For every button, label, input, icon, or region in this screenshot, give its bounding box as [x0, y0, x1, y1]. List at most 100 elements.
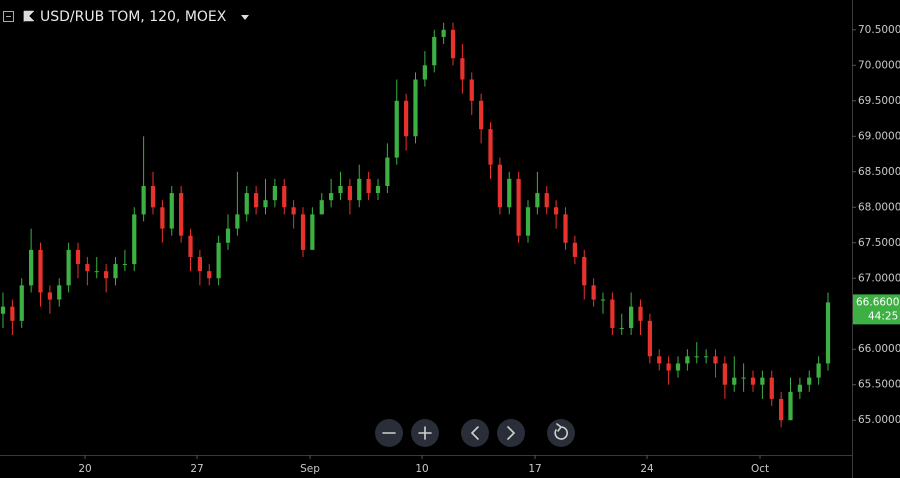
candle-body	[600, 299, 606, 301]
candle-body	[779, 398, 784, 421]
candle-body	[825, 302, 831, 364]
candle-body	[807, 377, 812, 385]
candle-body	[347, 185, 352, 201]
candle-body	[469, 79, 474, 101]
candle-body	[638, 306, 643, 321]
scroll-right-icon	[507, 426, 516, 440]
candle-body	[38, 249, 43, 293]
candle-body	[797, 384, 802, 392]
candle-body	[169, 193, 174, 229]
candle-body	[132, 214, 137, 265]
candle-body	[225, 228, 231, 243]
y-tick-label: 67.5000	[858, 237, 900, 249]
candle-body	[29, 249, 34, 286]
y-tick-label: 65.0000	[858, 414, 900, 426]
candle-body	[694, 356, 699, 358]
x-tick-label: 20	[78, 463, 91, 475]
candle-body	[394, 100, 399, 158]
candle-body	[488, 129, 493, 165]
y-tick-label: 70.5000	[858, 24, 900, 36]
candle-body	[113, 264, 118, 279]
flag-icon	[23, 10, 35, 22]
y-tick-label: 68.0000	[858, 201, 900, 213]
candle-body	[525, 207, 531, 236]
candle-body	[610, 299, 615, 328]
candle-body	[141, 185, 146, 215]
candle-body	[375, 185, 381, 194]
candle-body	[188, 235, 193, 257]
candle-body	[741, 377, 746, 379]
candle-body	[272, 185, 277, 201]
candle-body	[685, 356, 690, 364]
candle-body	[57, 285, 62, 300]
candle-body	[66, 249, 71, 286]
candle-body	[422, 65, 427, 80]
candle-body	[432, 36, 437, 66]
candle-body	[207, 271, 212, 279]
candle-body	[732, 377, 737, 385]
candle-body	[479, 100, 484, 130]
y-tick-label: 66.0000	[858, 343, 900, 355]
candle-body	[619, 327, 624, 329]
candle-body	[722, 363, 727, 385]
candle-body	[497, 164, 502, 208]
collapse-button[interactable]	[3, 11, 14, 22]
candle-body	[404, 100, 409, 137]
x-tick-label: 17	[528, 463, 541, 475]
candle-body	[675, 363, 681, 371]
candle-body	[666, 363, 671, 371]
candle-body	[582, 256, 587, 286]
candle-body	[413, 79, 418, 137]
navigation-buttons	[375, 419, 575, 447]
chart-title: USD/RUB TOM, 120, MOEX	[40, 9, 227, 25]
candle-body	[75, 249, 81, 265]
x-tick-label: 27	[190, 463, 203, 475]
candle-body	[160, 207, 165, 229]
x-tick-label: 10	[415, 463, 428, 475]
y-tick-label: 69.0000	[858, 130, 900, 142]
candle-body	[544, 193, 549, 208]
x-tick-label: 24	[640, 463, 654, 475]
title-dropdown[interactable]	[241, 15, 249, 20]
candle-body	[150, 185, 156, 208]
candle-body	[216, 242, 221, 279]
scroll-right-button[interactable]	[497, 419, 525, 447]
candle-body	[263, 200, 268, 208]
candle-body	[647, 320, 652, 357]
candle-body	[10, 306, 15, 321]
candle-body	[760, 377, 765, 385]
candle-body	[788, 391, 793, 421]
candle-body	[0, 306, 6, 314]
last-price-label: 66.6600	[856, 296, 899, 308]
candle-body	[329, 193, 334, 201]
candle-body	[385, 157, 390, 186]
scroll-left-button[interactable]	[461, 419, 489, 447]
candle-body	[816, 363, 821, 378]
zoom-in-icon	[418, 426, 432, 440]
candle-body	[713, 356, 718, 364]
candle-body	[563, 214, 568, 243]
candle-body	[310, 214, 315, 250]
y-tick-label: 70.0000	[858, 59, 900, 71]
last-price-badge	[853, 294, 900, 325]
candle-body	[300, 214, 306, 250]
candle-body	[507, 178, 512, 208]
candle-body	[291, 207, 296, 215]
candle-body	[572, 242, 577, 257]
candle-body	[19, 285, 24, 321]
scroll-left-icon	[470, 426, 479, 440]
candle-body	[85, 264, 90, 272]
y-tick-label: 69.5000	[858, 95, 900, 107]
candle-body	[357, 178, 362, 201]
candle-body	[319, 200, 324, 215]
candle-body	[104, 271, 109, 279]
candle-body	[338, 185, 343, 194]
candle-body	[750, 377, 756, 385]
reset-button[interactable]	[547, 419, 575, 447]
candle-body	[197, 256, 202, 272]
candle-body	[282, 185, 287, 208]
candle-body	[254, 193, 259, 208]
reset-icon	[554, 423, 568, 440]
candle-body	[535, 193, 540, 208]
